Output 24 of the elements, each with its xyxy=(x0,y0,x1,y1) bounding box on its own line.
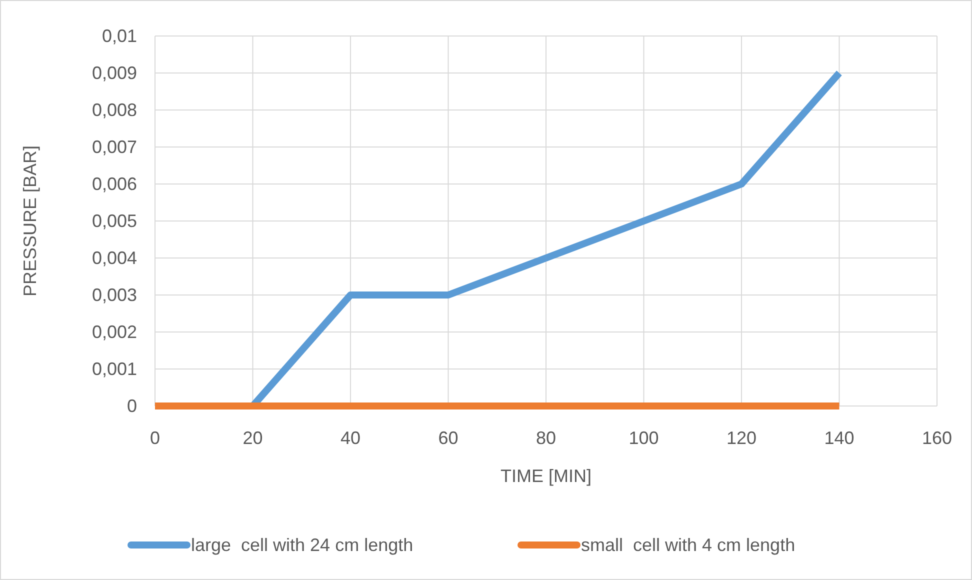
y-tick-label: 0,006 xyxy=(92,174,137,194)
y-axis-title: PRESSURE [BAR] xyxy=(20,145,40,297)
legend-label: large cell with 24 cm length xyxy=(191,535,414,555)
y-tick-label: 0 xyxy=(126,396,137,416)
x-tick-label: 120 xyxy=(726,428,757,448)
y-tick-label: 0,001 xyxy=(92,359,137,379)
y-tick-label: 0,01 xyxy=(102,26,137,46)
x-tick-label: 100 xyxy=(628,428,659,448)
y-tick-label: 0,009 xyxy=(92,63,137,83)
x-tick-label: 0 xyxy=(150,428,160,448)
x-tick-label: 20 xyxy=(242,428,263,448)
y-tick-label: 0,003 xyxy=(92,285,137,305)
y-tick-label: 0,004 xyxy=(92,248,137,268)
x-tick-label: 40 xyxy=(340,428,361,448)
y-tick-label: 0,002 xyxy=(92,322,137,342)
x-tick-label: 60 xyxy=(438,428,458,448)
x-axis-title: TIME [MIN] xyxy=(500,466,592,486)
y-tick-label: 0,005 xyxy=(92,211,137,231)
x-tick-label: 80 xyxy=(536,428,556,448)
x-tick-label: 160 xyxy=(922,428,952,448)
y-tick-label: 0,007 xyxy=(92,137,137,157)
x-tick-label: 140 xyxy=(824,428,854,448)
legend-label: small cell with 4 cm length xyxy=(581,535,796,555)
y-tick-label: 0,008 xyxy=(92,100,137,120)
